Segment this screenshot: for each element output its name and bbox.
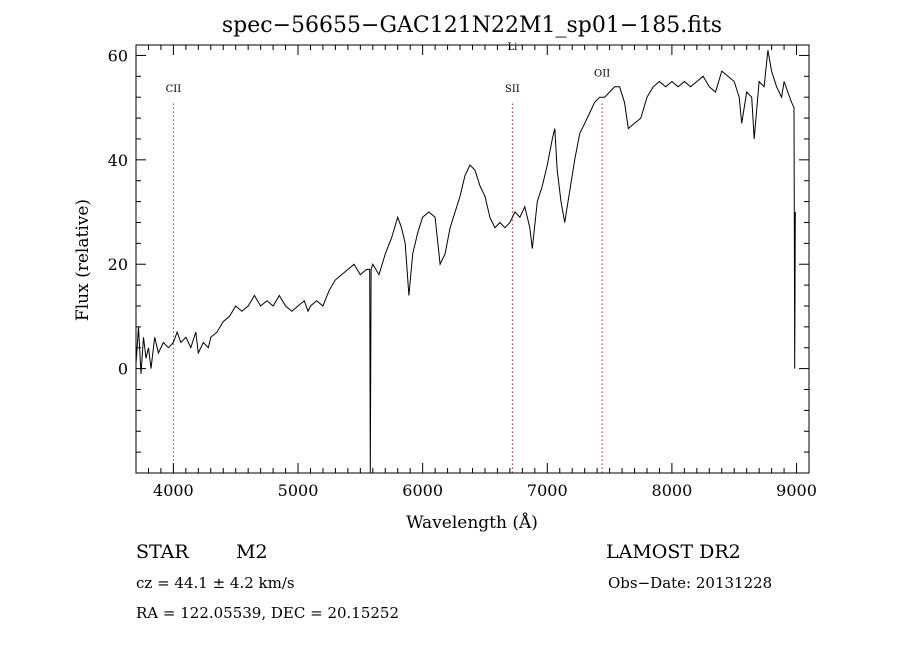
line-label-cii: CII (166, 84, 182, 95)
object-type: STAR (136, 541, 189, 563)
y-axis-label: Flux (relative) (73, 199, 93, 321)
observation-date: Obs−Date: 20131228 (608, 574, 772, 592)
line-label-oii: OII (594, 68, 610, 79)
line-label-li: Li (507, 42, 517, 53)
axis-ticks: 4000 5000 6000 7000 8000 9000 0 20 40 60 (108, 45, 817, 500)
redshift-cz: cz = 44.1 ± 4.2 km/s (136, 574, 295, 592)
x-axis-label: Wavelength (Å) (406, 512, 538, 533)
survey-name: LAMOST DR2 (606, 541, 741, 563)
y-tick-label: 20 (108, 255, 128, 274)
subclass: M2 (236, 541, 268, 563)
x-tick-label: 9000 (776, 481, 817, 500)
spectral-line-markers: CII SII Li OII (166, 42, 610, 473)
y-tick-label: 40 (108, 151, 128, 170)
chart-title: spec−56655−GAC121N22M1_sp01−185.fits (222, 13, 722, 38)
line-label-sii: SII (505, 84, 520, 95)
x-tick-label: 4000 (153, 481, 194, 500)
x-tick-label: 7000 (527, 481, 568, 500)
x-tick-label: 6000 (402, 481, 443, 500)
y-tick-label: 60 (108, 46, 128, 65)
x-tick-label: 5000 (278, 481, 319, 500)
x-tick-label: 8000 (652, 481, 693, 500)
y-tick-label: 0 (118, 360, 128, 379)
spectrum-plot (135, 50, 796, 474)
plot-frame (135, 44, 810, 474)
coordinates: RA = 122.05539, DEC = 20.15252 (136, 604, 399, 622)
spectrum-line (135, 50, 796, 474)
